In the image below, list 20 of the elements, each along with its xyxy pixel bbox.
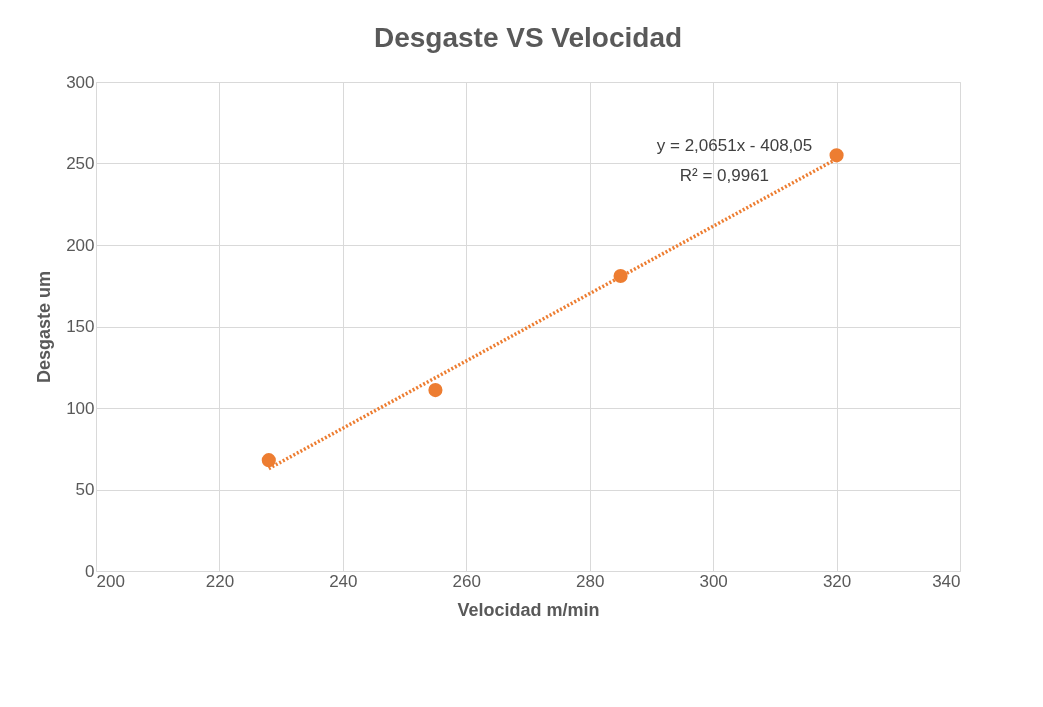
x-tick-label: 320 xyxy=(822,571,852,591)
x-tick-label: 300 xyxy=(699,571,728,591)
annotation: y = 2,0651x - 408,05 xyxy=(656,135,813,155)
x-tick-label: 280 xyxy=(576,571,605,591)
y-tick-label: 150 xyxy=(66,317,95,336)
x-tick-label: 220 xyxy=(205,571,235,591)
y-tick-label: 50 xyxy=(75,480,95,499)
x-tick-label: 340 xyxy=(932,571,961,591)
y-tick-label: 0 xyxy=(85,561,95,581)
y-tick-label: 200 xyxy=(66,235,95,255)
y-tick-label: 300 xyxy=(66,72,95,92)
y-tick-label: 100 xyxy=(66,398,95,418)
y-tick-label: 250 xyxy=(66,154,95,173)
x-tick-label: 240 xyxy=(329,571,358,591)
chart-title: Desgaste VS Velocidad xyxy=(373,22,683,53)
x-tick-label: 260 xyxy=(452,571,481,591)
annotation: R² = 0,9961 xyxy=(679,165,770,185)
x-axis-title: Velocidad m/min xyxy=(457,599,600,620)
x-tick-label: 200 xyxy=(96,571,125,591)
y-axis-title: Desgaste um xyxy=(34,270,55,384)
